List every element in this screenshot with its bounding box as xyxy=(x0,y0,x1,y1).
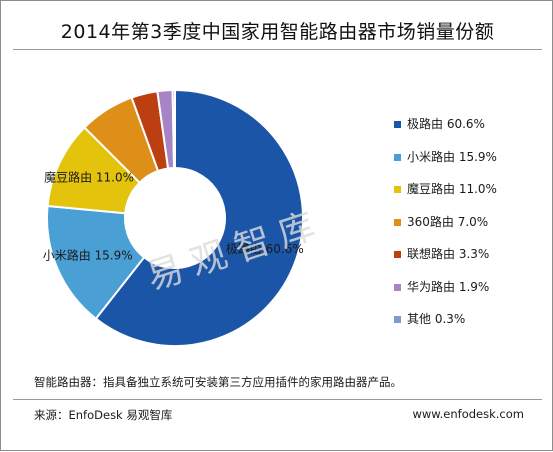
legend-label: 联想路由 3.3% xyxy=(407,247,490,261)
legend-label: 华为路由 1.9% xyxy=(407,279,490,294)
footer-divider xyxy=(13,399,542,400)
legend-swatch xyxy=(394,186,401,193)
data-label-1: 小米路由 15.9% xyxy=(43,247,133,262)
legend-swatch xyxy=(394,153,401,161)
legend-item-4: 联想路由 3.3% xyxy=(394,246,497,263)
data-label-2: 魔豆路由 11.0% xyxy=(44,170,134,185)
legend-swatch xyxy=(394,316,401,323)
legend-label: 其他 0.3% xyxy=(407,312,466,326)
legend-swatch xyxy=(394,251,401,258)
legend-swatch xyxy=(394,218,401,226)
legend-item-2: 魔豆路由 11.0% xyxy=(394,181,497,198)
footnote: 智能路由器：指具备独立系统可安装第三方应用插件的家用路由器产品。 xyxy=(34,375,402,389)
legend-swatch xyxy=(394,283,401,291)
donut-slice-1 xyxy=(46,204,146,321)
legend-swatch xyxy=(394,121,401,128)
legend-label: 魔豆路由 11.0% xyxy=(407,182,497,196)
donut-slice-6 xyxy=(171,88,176,170)
donut-slice-0 xyxy=(94,88,304,347)
data-label-0: 极路由 60.6% xyxy=(226,241,304,256)
legend-item-5: 华为路由 1.9% xyxy=(394,279,497,296)
legend-item-6: 其他 0.3% xyxy=(394,311,497,328)
legend-label: 360路由 7.0% xyxy=(407,214,489,229)
chart-title: 2014年第3季度中国家用智能路由器市场销量份额 xyxy=(60,21,495,43)
source-note: 来源：EnfoDesk 易观智库 xyxy=(34,408,173,422)
website-link[interactable]: www.enfodesk.com xyxy=(412,407,524,421)
legend-label: 小米路由 15.9% xyxy=(407,149,497,164)
title-divider xyxy=(13,49,542,50)
legend-item-0: 极路由 60.6% xyxy=(394,116,497,133)
legend-label: 极路由 60.6% xyxy=(407,117,485,131)
legend-item-3: 360路由 7.0% xyxy=(394,214,497,231)
legend-item-1: 小米路由 15.9% xyxy=(394,149,497,166)
chart-legend: 极路由 60.6% 小米路由 15.9% 魔豆路由 11.0% 360路由 7.0% 联… xyxy=(394,116,497,344)
